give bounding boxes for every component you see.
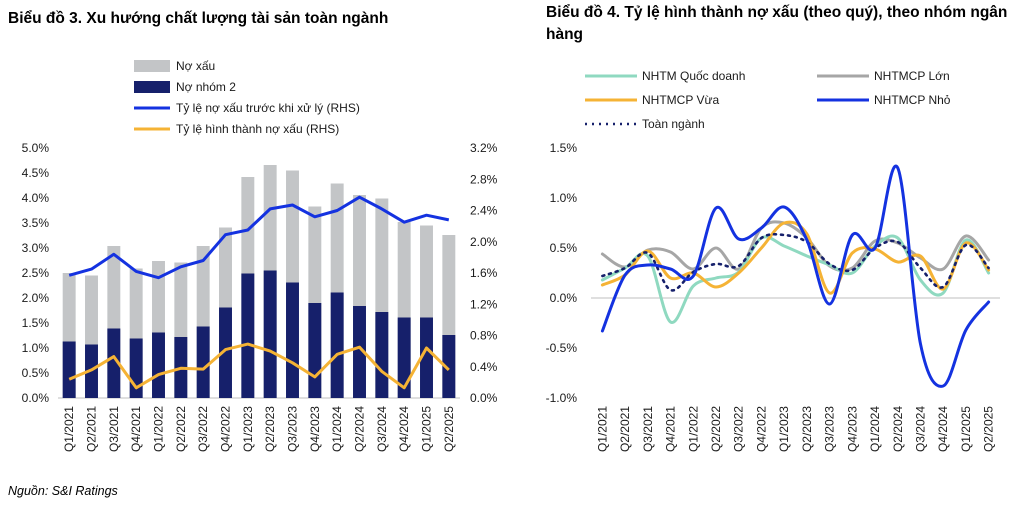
y-left-tick-label: 2.5% <box>22 266 50 280</box>
legend-label: NHTMCP Nhỏ <box>874 93 951 107</box>
x-tick-label: Q2/2024 <box>891 406 905 452</box>
bar-no-nhom-2 <box>286 282 299 398</box>
y-right-tick-label: 1.6% <box>470 266 498 280</box>
y-left-tick-label: 1.5% <box>22 316 50 330</box>
bar-no-nhom-2 <box>152 332 165 398</box>
line-ty-le-no-xau-truoc-xu-ly <box>68 195 450 280</box>
x-tick-label: Q1/2021 <box>62 406 76 452</box>
bar-no-nhom-2 <box>420 317 433 398</box>
bar-no-nhom-2 <box>241 273 255 398</box>
bar-no-nhom-2 <box>353 306 366 398</box>
x-tick-label: Q4/2023 <box>845 406 859 452</box>
legend-label: Toàn ngành <box>642 117 705 131</box>
y-left-tick-label: 5.0% <box>22 141 50 155</box>
y-left-tick-label: 1.0% <box>22 341 50 355</box>
x-tick-label: Q1/2023 <box>241 406 255 452</box>
y-right-tick-label: 3.2% <box>470 141 498 155</box>
x-tick-label: Q1/2024 <box>868 406 882 452</box>
bar-no-nhom-2 <box>219 307 232 398</box>
bar-no-nhom-2 <box>107 328 121 398</box>
y-tick-label: 1.5% <box>550 141 578 155</box>
y-tick-label: -0.5% <box>546 341 578 355</box>
x-tick-label: Q3/2022 <box>196 406 210 452</box>
x-tick-label: Q2/2021 <box>85 406 99 452</box>
x-tick-label: Q3/2023 <box>823 406 837 452</box>
x-tick-label: Q2/2022 <box>174 406 188 452</box>
y-right-tick-label: 0.8% <box>470 329 498 343</box>
y-right-tick-label: 0.0% <box>470 391 498 405</box>
x-tick-label: Q3/2023 <box>286 406 300 452</box>
y-left-tick-label: 2.0% <box>22 291 50 305</box>
bar-no-nhom-2 <box>442 335 456 398</box>
x-tick-label: Q3/2024 <box>913 406 927 452</box>
legend-label: NHTMCP Vừa <box>642 93 719 107</box>
x-tick-label: Q2/2025 <box>982 406 996 452</box>
y-right-tick-label: 2.8% <box>470 172 498 186</box>
x-tick-label: Q1/2023 <box>777 406 791 452</box>
legend-swatch <box>134 81 170 93</box>
y-left-tick-label: 4.5% <box>22 166 50 180</box>
x-tick-label: Q4/2023 <box>308 406 322 452</box>
x-tick-label: Q2/2021 <box>618 406 632 452</box>
y-left-tick-label: 0.0% <box>22 391 50 405</box>
x-tick-label: Q2/2024 <box>353 406 367 452</box>
y-right-tick-label: 1.2% <box>470 297 498 311</box>
y-tick-label: 0.5% <box>550 241 578 255</box>
x-tick-label: Q1/2025 <box>420 406 434 452</box>
legend-label: Tỷ lệ nợ xấu trước khi xử lý (RHS) <box>176 101 360 115</box>
x-tick-label: Q1/2022 <box>152 406 166 452</box>
x-tick-label: Q4/2021 <box>129 406 143 452</box>
x-tick-label: Q2/2025 <box>442 406 456 452</box>
legend-label: NHTMCP Lớn <box>874 69 950 83</box>
chart-title-left: Biểu đồ 3. Xu hướng chất lượng tài sản t… <box>8 10 389 27</box>
x-tick-label: Q1/2025 <box>959 406 973 452</box>
y-right-tick-label: 0.4% <box>470 360 498 374</box>
legend-label: Nợ nhóm 2 <box>176 80 236 94</box>
chart-title-right: Biểu đồ 4. Tỷ lệ hình thành nợ xấu (theo… <box>546 4 1008 43</box>
source-note: Nguồn: S&I Ratings <box>8 484 118 498</box>
bar-no-nhom-2 <box>196 326 210 398</box>
x-tick-label: Q3/2021 <box>107 406 121 452</box>
y-tick-label: 1.0% <box>550 191 578 205</box>
x-tick-label: Q2/2022 <box>709 406 723 452</box>
legend-swatch <box>134 60 170 72</box>
y-tick-label: -1.0% <box>546 391 578 405</box>
bar-no-nhom-2 <box>375 312 389 398</box>
x-tick-label: Q4/2022 <box>754 406 768 452</box>
line-ty-le-hinh-thanh-no-xau <box>68 342 450 390</box>
x-tick-label: Q4/2024 <box>397 406 411 452</box>
x-tick-label: Q3/2021 <box>641 406 655 452</box>
x-tick-label: Q4/2021 <box>664 406 678 452</box>
legend-label: Tỷ lệ hình thành nợ xấu (RHS) <box>176 122 339 136</box>
y-tick-label: 0.0% <box>550 291 578 305</box>
bar-no-nhom-2 <box>397 317 411 398</box>
bar-no-nhom-2 <box>308 303 322 398</box>
bar-no-nhom-2 <box>330 292 344 398</box>
y-left-tick-label: 3.0% <box>22 241 50 255</box>
line-nhtmcp-nho <box>600 164 991 388</box>
y-left-tick-label: 3.5% <box>22 216 50 230</box>
x-tick-label: Q3/2024 <box>375 406 389 452</box>
x-tick-label: Q2/2023 <box>263 406 277 452</box>
y-left-tick-label: 4.0% <box>22 191 50 205</box>
x-tick-label: Q1/2021 <box>595 406 609 452</box>
line-nhtm-quoc-doanh <box>600 234 991 324</box>
bar-no-nhom-2 <box>263 270 277 398</box>
bar-no-nhom-2 <box>62 341 76 398</box>
line-nhtmcp-vua <box>600 220 991 295</box>
y-left-tick-label: 0.5% <box>22 366 50 380</box>
line-toan-nganh <box>601 232 990 292</box>
x-tick-label: Q4/2024 <box>936 406 950 452</box>
x-tick-label: Q3/2022 <box>732 406 746 452</box>
y-right-tick-label: 2.4% <box>470 204 498 218</box>
x-tick-label: Q1/2024 <box>330 406 344 452</box>
legend-label: Nợ xấu <box>176 59 215 73</box>
x-tick-label: Q4/2022 <box>219 406 233 452</box>
y-right-tick-label: 2.0% <box>470 235 498 249</box>
x-tick-label: Q2/2023 <box>800 406 814 452</box>
legend-label: NHTM Quốc doanh <box>642 69 745 83</box>
x-tick-label: Q1/2022 <box>686 406 700 452</box>
